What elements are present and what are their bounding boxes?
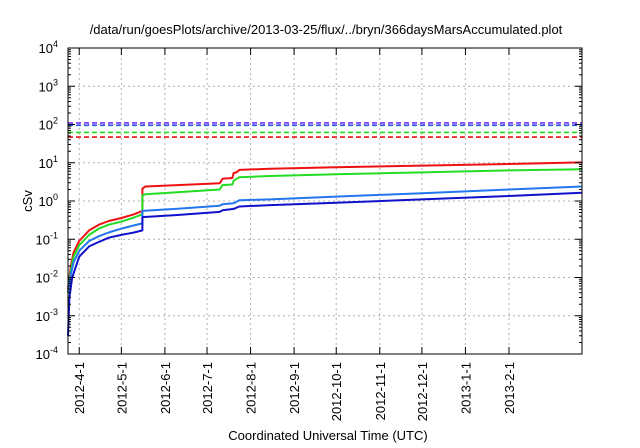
x-tick-label: 2012-10-1: [329, 362, 344, 421]
x-tick-label: 2013-1-1: [458, 362, 473, 414]
x-tick-label: 2012-4-1: [72, 362, 87, 414]
grid: [68, 48, 582, 354]
y-tick-label: 102: [39, 116, 58, 133]
x-tick-label: 2013-2-1: [502, 362, 517, 414]
series-line: [67, 185, 583, 293]
y-axis-label: cSv: [20, 190, 35, 212]
reference-lines: [68, 122, 582, 138]
x-tick-label: 2012-7-1: [200, 362, 215, 414]
chart-title: /data/run/goesPlots/archive/2013-03-25/f…: [90, 22, 563, 37]
series-line: [67, 168, 583, 293]
y-tick-label: 10-4: [36, 345, 58, 362]
x-tick-label: 2012-6-1: [158, 362, 173, 414]
x-tick-label: 2012-12-1: [415, 362, 430, 421]
series-lines: [67, 161, 583, 336]
y-tick-label: 101: [39, 154, 58, 171]
x-tick-labels: 2012-4-1 2012-5-1 2012-6-1 2012-7-1 2012-8-1…: [72, 362, 517, 421]
x-tick-label: 2012-11-1: [373, 362, 388, 420]
y-tick-label: 103: [39, 77, 58, 94]
x-tick-label: 2012-9-1: [287, 362, 302, 414]
series-line: [67, 161, 583, 290]
y-tick-label: 104: [39, 39, 58, 56]
series-line: [67, 191, 583, 336]
y-tick-label: 10-1: [36, 230, 58, 247]
x-tick-label: 2012-8-1: [244, 362, 259, 414]
y-tick-label: 10-3: [36, 307, 58, 324]
x-axis-label: Coordinated Universal Time (UTC): [228, 428, 427, 443]
y-tick-label: 100: [39, 192, 58, 209]
ticks: [68, 47, 582, 355]
y-tick-label: 10-2: [36, 269, 58, 286]
y-tick-labels: 10-4 10-3 10-2 10-1 100 101 102 103 104: [36, 39, 58, 362]
x-tick-label: 2012-5-1: [114, 362, 129, 414]
